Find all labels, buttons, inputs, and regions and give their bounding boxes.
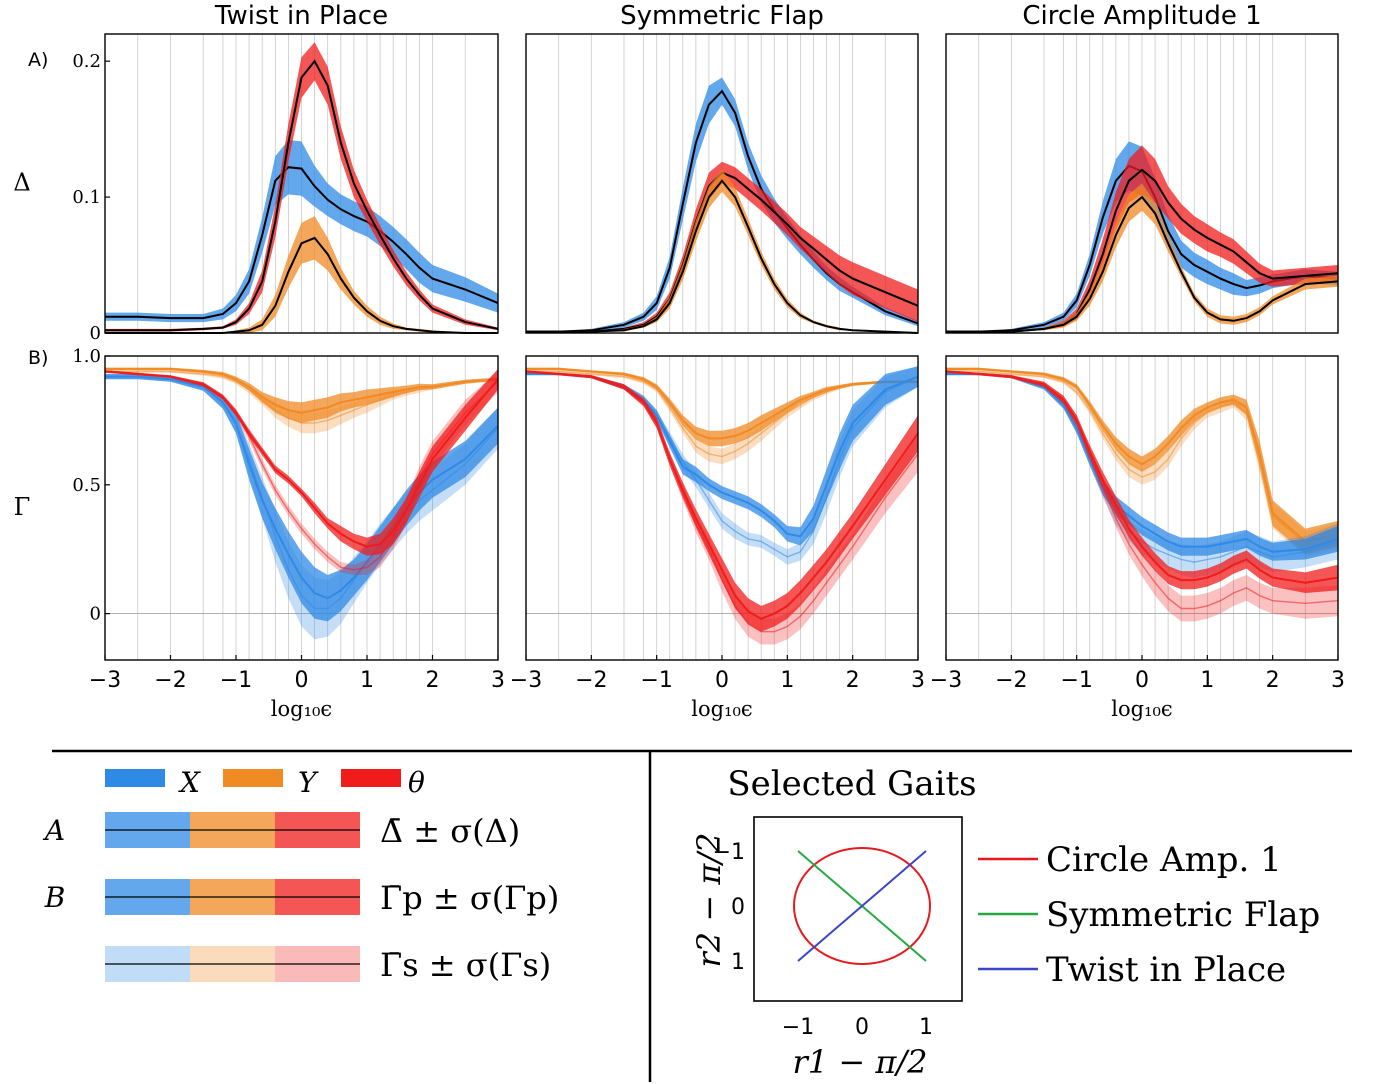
axes-frame (104, 33, 499, 334)
chart-panels: Twist in Place A) Δ 0 0.1 0.2 Symmetric Flap Ci… (13, 1, 1345, 721)
legend-row-label: B (44, 881, 66, 914)
band-X-p (946, 372, 1338, 561)
panel-4: B) Γ 0 0.5 1.0 −3 −2 −1 0 1 2 3 log₁₀ϵ (14, 346, 505, 721)
band-theta (946, 145, 1338, 332)
band-theta-s (526, 370, 918, 645)
x-tick-label: −1 (220, 668, 252, 693)
y-tick-label: 0.5 (72, 475, 101, 496)
panel-label: B) (28, 347, 48, 369)
legend-series-label: X (178, 766, 201, 799)
panel-6: −3 −2 −1 0 1 2 3 log₁₀ϵ (930, 355, 1345, 721)
x-tick-label: −1 (640, 668, 672, 693)
mean-line-X-p (946, 373, 1339, 553)
mean-line-Y (946, 195, 1339, 333)
legend-swatch-X (105, 769, 165, 787)
band-X (526, 77, 918, 332)
panel-title: Symmetric Flap (620, 1, 824, 31)
band-Y-p (946, 367, 1338, 555)
x-tick-label: 1 (360, 668, 374, 693)
mean-line-theta-p (525, 370, 919, 620)
mean-line-theta-p (104, 370, 499, 548)
x-axis-label: log₁₀ϵ (271, 697, 332, 721)
legend-swatch-Y (223, 769, 283, 787)
panel-5: −3 −2 −1 0 1 2 3 log₁₀ϵ (510, 355, 925, 721)
x-tick-label: 0 (715, 668, 729, 693)
gait-curve-circle (793, 847, 931, 965)
x-tick-label: 2 (426, 668, 440, 693)
panel-label: A) (28, 49, 48, 71)
legend-swatch-theta (341, 769, 401, 787)
x-tick-label: −2 (154, 668, 186, 693)
y-tick-label: 0 (90, 604, 101, 625)
x-axis-label: log₁₀ϵ (1111, 697, 1172, 721)
mean-line-theta (105, 59, 499, 332)
x-tick-label: −2 (575, 668, 607, 693)
gaits-x-tick-label: 1 (919, 1015, 933, 1040)
x-tick-label: 2 (1266, 668, 1280, 693)
x-tick-label: 3 (491, 668, 505, 693)
mean-line-theta-p (945, 370, 1339, 584)
legend-series-label: θ (408, 766, 425, 799)
y-axis-label: Δ (13, 169, 30, 197)
mean-line-Y-p (105, 367, 499, 414)
band-theta-p (526, 370, 918, 632)
gaits-x-tick-label: −1 (782, 1015, 814, 1040)
x-tick-label: −1 (1060, 668, 1092, 693)
band-X (105, 140, 498, 323)
mean-line-Y-p (946, 367, 1339, 543)
x-tick-label: 0 (295, 668, 309, 693)
y-axis-label: Γ (14, 493, 31, 521)
x-tick-label: 0 (1135, 668, 1149, 693)
axes-frame (945, 33, 1339, 334)
x-axis-label: log₁₀ϵ (691, 697, 752, 721)
legend-series-label: Y (298, 766, 319, 799)
gaits-y-tick-label: 0 (731, 895, 745, 920)
x-tick-label: 1 (1200, 668, 1214, 693)
legend-row-formula: Γ̄s ± σ(Γs) (380, 946, 551, 984)
panel-title: Circle Amplitude 1 (1022, 1, 1261, 31)
x-tick-label: 2 (846, 668, 860, 693)
panel-3: Circle Amplitude 1 (945, 1, 1339, 334)
gaits-x-tick-label: 0 (855, 1015, 869, 1040)
panel-2: Symmetric Flap (525, 1, 919, 334)
panel-title: Twist in Place (214, 1, 388, 31)
legend-row-label: A (42, 814, 65, 847)
x-tick-label: −2 (995, 668, 1027, 693)
gait-legend-label: Circle Amp. 1 (1046, 840, 1282, 880)
axes-frame (525, 33, 919, 334)
gaits-x-axis-label: r1 − π/2 (793, 1043, 928, 1081)
band-theta-p (105, 368, 498, 556)
x-tick-label: 1 (780, 668, 794, 693)
x-tick-label: −3 (510, 668, 542, 693)
y-tick-label: 0 (90, 323, 101, 344)
gaits-y-tick-label: 1 (731, 950, 745, 975)
legend-row-formula: Γ̄p ± σ(Γp) (380, 879, 559, 917)
y-tick-label: 0.2 (72, 51, 101, 72)
mean-line-Y-p (526, 367, 918, 440)
x-tick-label: 3 (911, 668, 925, 693)
gaits-title: Selected Gaits (727, 764, 976, 804)
band-theta-p (946, 370, 1338, 593)
gait-legend-label: Twist in Place (1046, 950, 1286, 990)
band-Y (105, 216, 498, 333)
gait-legend-label: Symmetric Flap (1046, 895, 1320, 935)
x-tick-label: −3 (930, 668, 962, 693)
mean-line-X (105, 166, 499, 320)
x-tick-label: −3 (89, 668, 121, 693)
panel-1: Twist in Place A) Δ 0 0.1 0.2 (13, 1, 499, 344)
band-theta-s (946, 370, 1338, 622)
mean-line-Y (526, 179, 919, 334)
y-tick-label: 1.0 (72, 346, 101, 367)
gaits-plot: −1 −1 0 0 1 1 r1 − π/2 r2 − π/2 Circle Amp. 1 Sym… (690, 816, 1320, 1081)
gaits-y-axis-label: r2 − π/2 (690, 833, 728, 968)
gaits-y-tick-label: −1 (713, 840, 745, 865)
band-X (946, 141, 1338, 332)
legend-row-formula: Δ̄ ± σ(Δ) (380, 812, 520, 850)
y-tick-label: 0.1 (72, 187, 101, 208)
x-tick-label: 3 (1331, 668, 1345, 693)
gait-curve-twist (797, 850, 927, 962)
